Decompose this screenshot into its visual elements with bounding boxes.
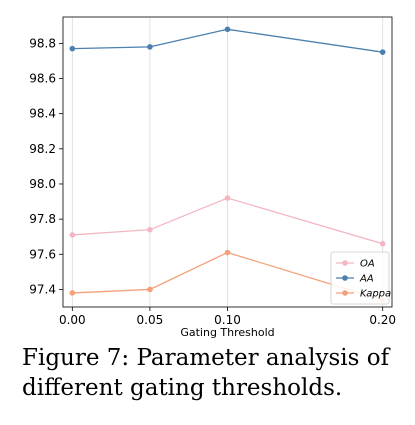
y-tick-label: 97.4 [29,282,56,296]
legend-marker-aa [342,275,348,281]
data-point-kappa [147,286,153,293]
x-tick-label: 0.20 [369,313,396,327]
chart-svg: 97.497.697.898.098.298.498.698.8 0.00 0.0… [29,16,396,339]
legend-label-kappa: Kappa [360,289,391,300]
data-point-kappa [69,290,76,296]
series-line-oa [72,197,383,245]
y-tick-label: 97.8 [29,212,56,226]
y-tick-label: 98.4 [29,107,56,121]
data-point-oa [224,195,231,201]
legend-marker-kappa [342,290,348,296]
legend: OA AA Kappa [330,251,391,305]
data-point-oa [379,240,386,247]
figure-caption: Figure 7: Parameter analysis of differen… [22,345,390,401]
data-point-aa [224,26,231,33]
data-point-aa [147,44,153,50]
legend-label-oa: OA [360,259,375,270]
data-point-oa [147,226,153,233]
y-tick-label: 98.6 [29,72,56,86]
data-point-oa [69,232,76,238]
series-line-aa [72,28,383,53]
legend-marker-oa [342,260,348,266]
series-line-kappa [72,251,383,301]
y-axis: 97.4 97.6 97.8 98.0 98.2 98.4 98.6 98.8 [29,36,63,296]
data-point-aa [379,49,386,55]
y-tick-label: 98.0 [29,177,56,191]
y-tick-label: 97.6 [29,247,56,261]
x-axis: 0.00 0.05 0.10 0.20 [59,307,396,327]
y-tick-label: 98.8 [29,36,56,50]
y-tick-label: 98.2 [29,142,56,156]
data-point-aa [69,45,76,52]
x-tick-label: 0.05 [137,313,164,327]
line-chart: 97.4 97.6 97.8 98.0 98.2 98.4 98.6 98.8 0.00 0.0… [29,16,396,339]
legend-label-aa: AA [359,274,374,285]
x-tick-label: 0.10 [214,313,241,327]
x-tick-label: 0.00 [59,313,86,327]
data-point-kappa [224,249,231,256]
x-axis-label: Gating Threshold [180,326,274,339]
